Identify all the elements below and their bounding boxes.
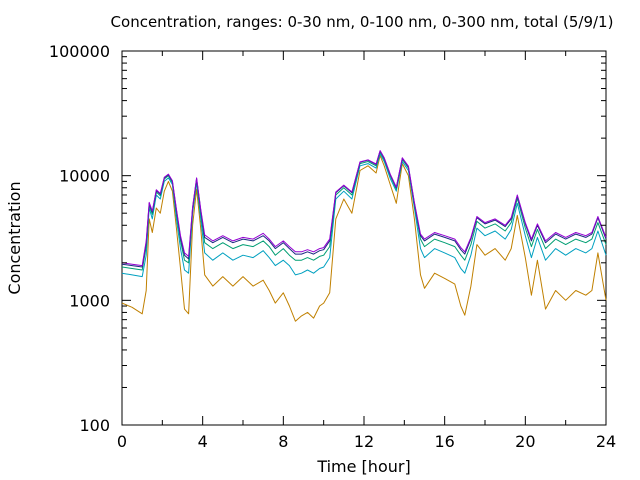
y-tick-label: 100 bbox=[79, 416, 110, 435]
series-line-1 bbox=[121, 155, 607, 322]
x-tick-label: 24 bbox=[596, 432, 616, 451]
x-tick-label: 8 bbox=[278, 432, 288, 451]
x-tick-label: 4 bbox=[198, 432, 208, 451]
y-tick-label: 10000 bbox=[59, 167, 110, 186]
ticks-layer: 0 4 8 12 16 20 24 100 1000 10000 100000 bbox=[49, 42, 616, 451]
y-tick-label: 100000 bbox=[49, 42, 110, 61]
series-layer bbox=[121, 150, 607, 322]
x-axis-label: Time [hour] bbox=[316, 457, 410, 476]
x-tick-label: 0 bbox=[117, 432, 127, 451]
series-line-2 bbox=[121, 153, 607, 278]
chart-title: Concentration, ranges: 0-30 nm, 0-100 nm… bbox=[111, 13, 614, 31]
series-line-5 bbox=[121, 150, 607, 267]
plot-frame bbox=[121, 50, 607, 426]
x-tick-label: 12 bbox=[354, 432, 374, 451]
x-tick-label: 16 bbox=[434, 432, 454, 451]
series-line-3 bbox=[121, 151, 607, 271]
y-axis-label: Concentration bbox=[5, 181, 24, 294]
y-tick-label: 1000 bbox=[69, 291, 110, 310]
x-tick-label: 20 bbox=[515, 432, 535, 451]
